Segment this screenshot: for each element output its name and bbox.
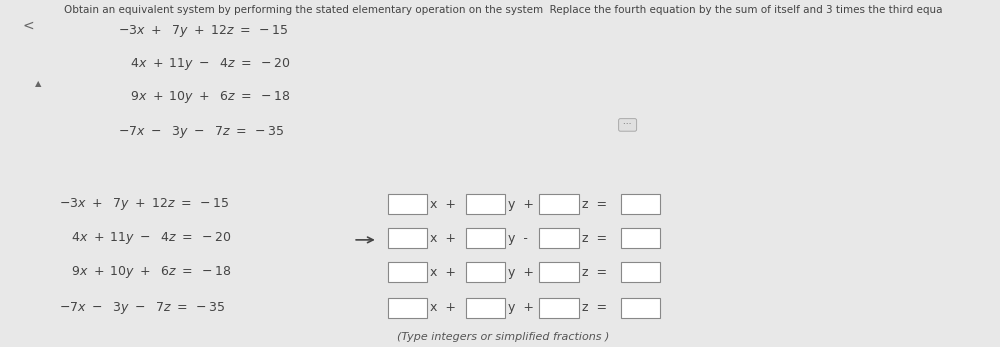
Text: y  +: y +	[508, 266, 534, 279]
Bar	[388, 298, 427, 318]
Text: $-7x\ -\ \ 3y\ -\ \ 7z\ =\ -35$: $-7x\ -\ \ 3y\ -\ \ 7z\ =\ -35$	[118, 124, 284, 140]
Bar	[466, 228, 505, 248]
Bar	[621, 262, 660, 282]
Bar	[539, 298, 579, 318]
Text: y  +: y +	[508, 302, 534, 314]
Text: x  +: x +	[430, 302, 456, 314]
Text: <: <	[23, 19, 35, 33]
Bar	[388, 194, 427, 214]
Text: x  +: x +	[430, 198, 456, 211]
Text: $-7x\ -\ \ 3y\ -\ \ 7z\ =\ -35$: $-7x\ -\ \ 3y\ -\ \ 7z\ =\ -35$	[59, 300, 226, 316]
Text: z  =: z =	[582, 266, 607, 279]
Text: y  +: y +	[508, 198, 534, 211]
Text: (Type integers or simplified fractions ): (Type integers or simplified fractions )	[397, 332, 610, 342]
Text: z  =: z =	[582, 302, 607, 314]
Text: y  -: y -	[508, 232, 528, 245]
Text: x  +: x +	[430, 232, 456, 245]
Text: $-3x\ +\ \ 7y\ +\ 12z\ =\ -15$: $-3x\ +\ \ 7y\ +\ 12z\ =\ -15$	[59, 196, 229, 212]
Text: z  =: z =	[582, 198, 607, 211]
Bar	[466, 262, 505, 282]
Bar	[539, 262, 579, 282]
Text: ▲: ▲	[35, 79, 41, 88]
Text: z  =: z =	[582, 232, 607, 245]
Text: Obtain an equivalent system by performing the stated elementary operation on the: Obtain an equivalent system by performin…	[64, 5, 943, 15]
Text: x  +: x +	[430, 266, 456, 279]
Text: $\ \ \ 4x\ +\ 11y\ -\ \ 4z\ =\ -20$: $\ \ \ 4x\ +\ 11y\ -\ \ 4z\ =\ -20$	[59, 230, 231, 246]
Bar	[466, 298, 505, 318]
Text: $-3x\ +\ \ 7y\ +\ 12z\ =\ -15$: $-3x\ +\ \ 7y\ +\ 12z\ =\ -15$	[118, 23, 288, 39]
Bar	[466, 194, 505, 214]
Bar	[388, 262, 427, 282]
Bar	[539, 228, 579, 248]
Text: $\ \ \ 4x\ +\ 11y\ -\ \ 4z\ =\ -20$: $\ \ \ 4x\ +\ 11y\ -\ \ 4z\ =\ -20$	[118, 56, 290, 72]
Bar	[621, 194, 660, 214]
Text: $\ \ \ 9x\ +\ 10y\ +\ \ 6z\ =\ -18$: $\ \ \ 9x\ +\ 10y\ +\ \ 6z\ =\ -18$	[59, 264, 231, 280]
Text: ···: ···	[620, 120, 635, 129]
Bar	[539, 194, 579, 214]
Bar	[388, 228, 427, 248]
Text: $\ \ \ 9x\ +\ 10y\ +\ \ 6z\ =\ -18$: $\ \ \ 9x\ +\ 10y\ +\ \ 6z\ =\ -18$	[118, 89, 290, 105]
Bar	[621, 298, 660, 318]
Bar	[621, 228, 660, 248]
